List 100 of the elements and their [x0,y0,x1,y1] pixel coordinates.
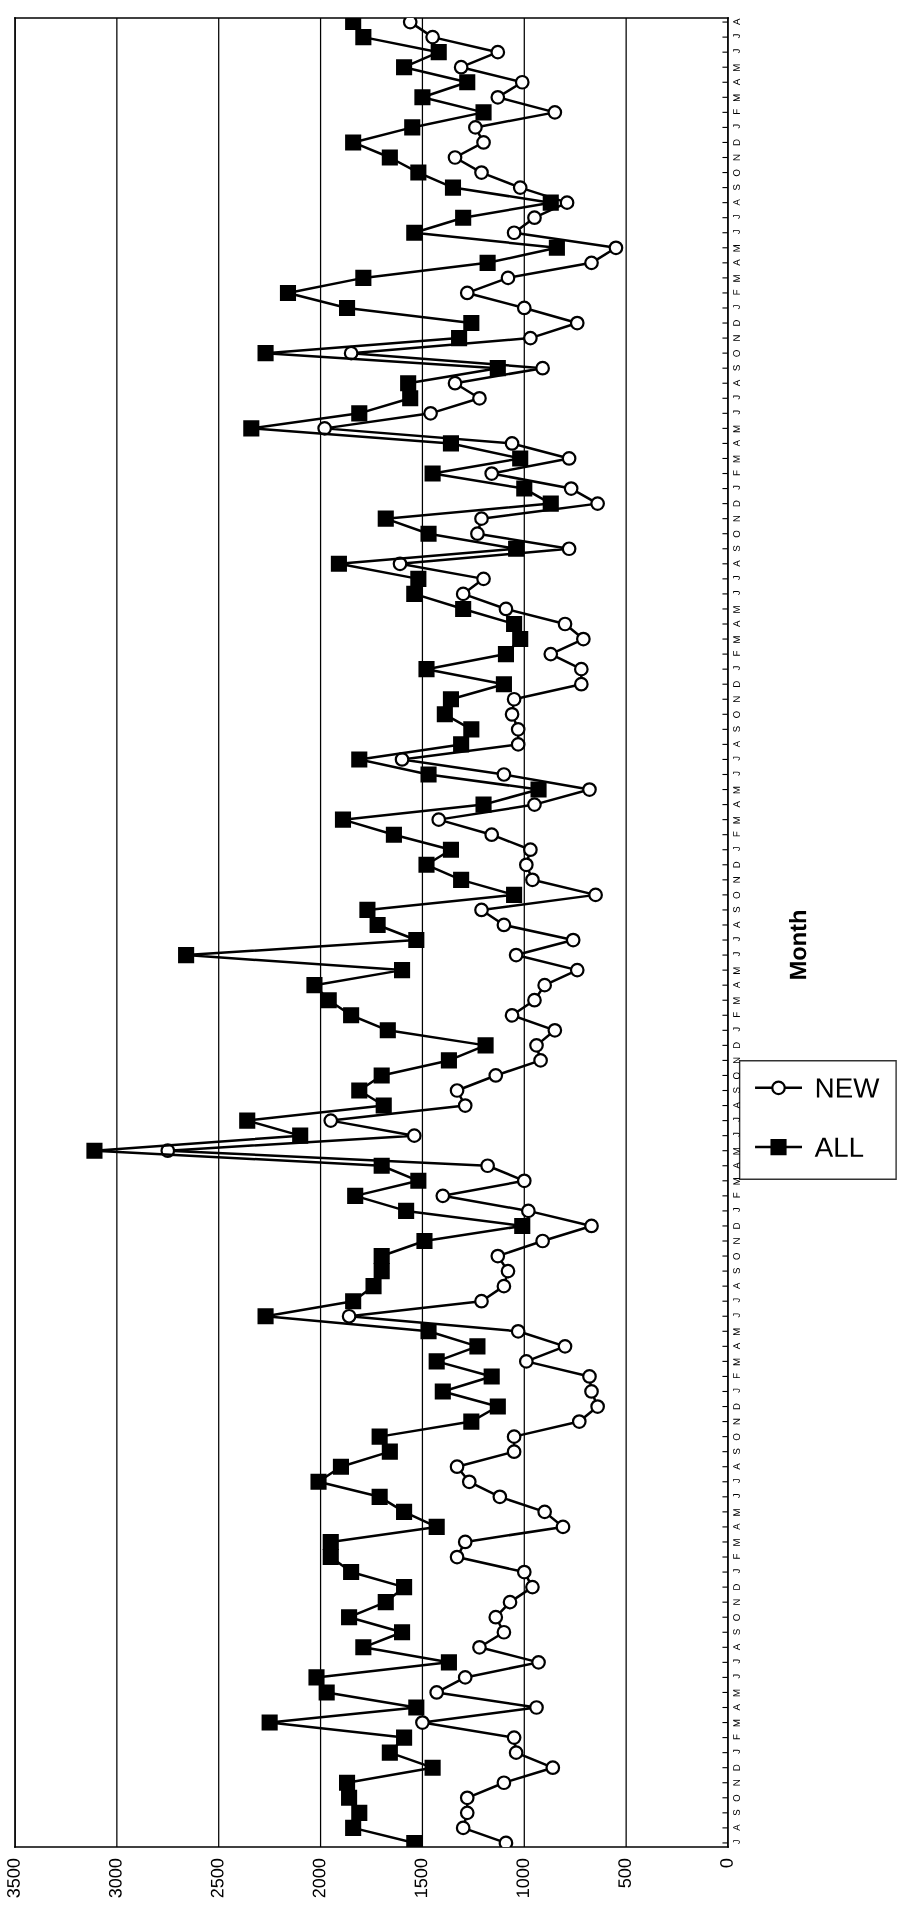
y-tick-label: D [733,681,740,687]
y-tick-label: D [733,319,740,326]
y-tick-label: S [733,545,740,552]
x-tick-label: 1500 [414,1858,428,1897]
y-tick-label: M [733,245,740,252]
y-tick-label: O [733,1433,740,1441]
y-tick-label: M [733,64,740,71]
y-tick-label: A [733,18,740,26]
y-tick-label: O [733,711,740,718]
y-tick-label: A [733,981,740,989]
y-tick-label: J [733,214,740,219]
y-tick-label: M [733,1358,740,1366]
y-tick-label: M [733,1509,740,1516]
y-tick-label: F [733,1012,740,1017]
y-tick-label: A [733,1824,740,1831]
y-tick-label: F [733,831,740,837]
y-tick-label: J [733,1388,740,1393]
y-tick-label: J [733,771,740,776]
y-tick-label: S [733,1629,740,1635]
y-tick-label: A [733,620,740,627]
y-tick-label: A [733,1102,740,1109]
y-tick-label: J [733,952,740,957]
y-tick-label: J [733,1132,740,1137]
y-tick-label: J [733,1027,740,1032]
y-tick-label: O [733,891,740,899]
y-tick-label: M [733,786,740,794]
y-tick-label: J [733,1313,740,1318]
y-tick-label: J [733,395,740,400]
y-tick-label: F [733,1734,740,1740]
y-tick-label: J [733,1478,740,1483]
y-tick-label: N [733,696,740,702]
y-tick-label: A [733,439,740,447]
x-tick-label: 500 [618,1858,631,1888]
y-tick-label: A [733,1342,740,1350]
y-tick-label: N [733,1057,740,1064]
y-tick-label: S [733,726,740,732]
y-tick-label: A [733,78,740,86]
y-tick-label: A [733,1523,740,1530]
x-tick-label: 3000 [108,1858,122,1898]
x-tick-label: 1000 [516,1858,530,1897]
y-tick-label: M [733,967,740,974]
y-tick-label: J [733,1298,740,1303]
y-tick-label: D [733,139,740,146]
y-tick-label: J [733,485,740,490]
y-tick-label: M [733,94,740,102]
x-tick-label: 2000 [312,1858,326,1898]
y-tick-label: A [733,379,740,387]
y-tick-label: D [733,1584,740,1590]
y-tick-label: S [733,1087,740,1094]
y-tick-label: J [733,937,740,942]
y-tick-label: J [733,124,740,129]
y-tick-label: M [733,1689,740,1697]
y-tick-label: D [733,1403,740,1410]
y-tick-label: M [733,1719,740,1727]
x-tick-label: 0 [720,1858,733,1868]
y-tick-label: J [733,1659,740,1664]
y-tick-label: J [733,34,740,39]
legend-label: NEW [816,1078,880,1098]
y-tick-label: S [733,1268,740,1274]
y-tick-label: O [733,1072,740,1080]
y-tick-label: N [733,877,740,883]
y-tick-label: F [733,109,740,114]
y-tick-label: J [733,666,740,671]
y-tick-label: F [733,1192,740,1198]
y-tick-label: N [733,1780,740,1786]
y-axis-title: Month [788,911,807,979]
y-tick-label: A [733,1704,740,1711]
y-tick-label: J [733,756,740,761]
y-tick-label: M [733,1178,740,1185]
y-tick-label: O [733,530,740,538]
y-tick-label: A [733,560,740,567]
y-tick-label: O [733,1252,740,1260]
y-tick-label: D [733,861,740,868]
y-tick-label: S [733,184,740,191]
y-tick-label: D [733,500,740,507]
y-tick-label: M [733,606,740,613]
y-tick-label: N [733,154,740,161]
y-tick-label: S [733,365,740,371]
y-tick-label: J [733,305,740,310]
y-tick-label: J [733,410,740,415]
x-tick-label: 2500 [210,1858,224,1898]
y-tick-label: J [733,1569,740,1574]
y-tick-label: F [733,1553,740,1559]
y-tick-label: J [733,846,740,851]
y-tick-label: N [733,335,740,341]
y-tick-label: M [733,455,740,463]
y-tick-label: F [733,289,740,295]
y-tick-label: N [733,515,740,522]
y-tick-label: J [733,1840,740,1845]
y-tick-label: M [733,1147,740,1155]
y-tick-label: M [733,1539,740,1546]
y-tick-label: S [733,1448,740,1455]
y-tick-label: J [733,576,740,581]
legend-label: ALL [814,1137,864,1157]
y-tick-label: A [733,740,740,748]
y-tick-label: M [733,1328,740,1336]
y-tick-label: S [733,1809,740,1816]
y-tick-label: F [733,470,740,476]
y-tick-label: J [733,1674,740,1679]
y-tick-label: J [733,229,740,234]
